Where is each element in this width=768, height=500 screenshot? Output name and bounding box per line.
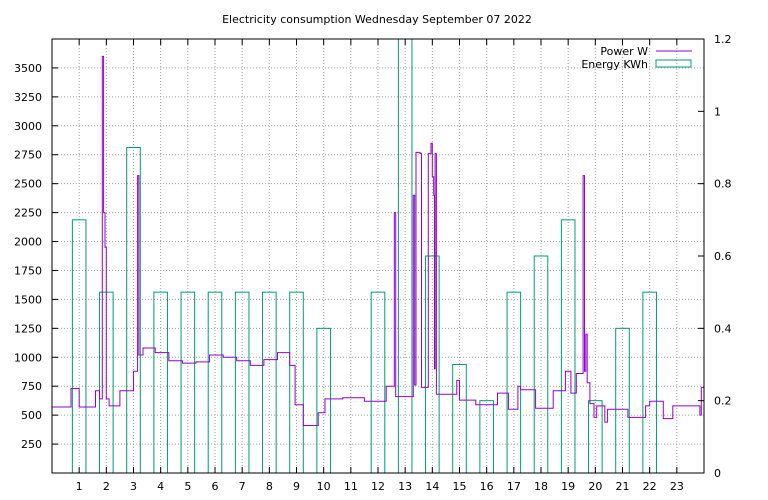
energy-bar: [316, 327, 331, 474]
energy-bar: [615, 327, 630, 474]
y-left-tick-label: 3000: [14, 120, 42, 133]
x-tick-label: 10: [317, 480, 331, 493]
y-left-tick-label: 1250: [14, 322, 42, 335]
energy-bar: [370, 291, 386, 474]
legend-label-power: Power W: [600, 45, 648, 58]
y-left-tick-label: 1500: [14, 293, 42, 306]
x-tick-label: 16: [480, 480, 494, 493]
x-tick-label: 12: [371, 480, 385, 493]
energy-bar: [180, 291, 196, 474]
y-left-tick-label: 3250: [14, 91, 42, 104]
y-left-tick-label: 250: [21, 438, 42, 451]
x-tick-label: 13: [398, 480, 412, 493]
y-left-tick-label: 3500: [14, 62, 42, 75]
energy-bar: [289, 291, 304, 474]
x-tick-label: 21: [616, 480, 630, 493]
y-right-tick-label: 1.2: [714, 33, 732, 46]
x-tick-label: 6: [212, 480, 219, 493]
y-left-tick-label: 1750: [14, 264, 42, 277]
energy-bar: [234, 291, 250, 474]
y-left-tick-label: 750: [21, 380, 42, 393]
energy-bars: [71, 38, 657, 474]
y-right-tick-label: 0: [714, 467, 721, 480]
energy-bar: [126, 147, 141, 474]
y-right-tick-label: 0.2: [714, 395, 732, 408]
x-tick-label: 22: [643, 480, 657, 493]
y-right-tick-label: 0.6: [714, 250, 732, 263]
y-right-tick-label: 0.4: [714, 322, 732, 335]
y-left-tick-label: 500: [21, 409, 42, 422]
energy-bar: [153, 291, 168, 474]
energy-bar: [506, 291, 522, 474]
x-tick-label: 2: [103, 480, 110, 493]
x-tick-label: 14: [425, 480, 439, 493]
x-tick-label: 18: [534, 480, 548, 493]
y-right-tick-label: 0.8: [714, 178, 732, 191]
chart-title: Electricity consumption Wednesday Septem…: [222, 13, 532, 26]
x-tick-label: 19: [561, 480, 575, 493]
axis-ticks: 1 2 3 4 5 6 7 8 9 10 11 12 13 14 15 16 17 18 19 20 21 22 23250…: [14, 33, 732, 493]
grid-layer: [52, 39, 704, 473]
legend-swatch-energy: [655, 59, 692, 68]
power-line: [52, 55, 704, 426]
y-left-tick-label: 2750: [14, 149, 42, 162]
legend-label-energy: Energy KWh: [581, 58, 648, 71]
x-tick-label: 7: [239, 480, 246, 493]
y-left-tick-label: 2250: [14, 207, 42, 220]
y-left-tick-label: 2000: [14, 236, 42, 249]
x-tick-label: 9: [293, 480, 300, 493]
power-line-layer: [52, 55, 704, 426]
legend: Power W Energy KWh: [581, 45, 692, 71]
x-tick-label: 15: [453, 480, 467, 493]
energy-bar: [207, 291, 223, 474]
x-tick-label: 8: [266, 480, 273, 493]
x-tick-label: 4: [157, 480, 164, 493]
x-tick-label: 17: [507, 480, 521, 493]
x-tick-label: 1: [76, 480, 83, 493]
x-tick-label: 20: [588, 480, 602, 493]
energy-bar: [262, 291, 277, 474]
x-tick-label: 23: [670, 480, 684, 493]
y-left-tick-label: 1000: [14, 351, 42, 364]
y-left-tick-label: 2500: [14, 178, 42, 191]
x-tick-label: 5: [184, 480, 191, 493]
energy-bar: [642, 291, 657, 474]
x-tick-label: 11: [344, 480, 358, 493]
y-right-tick-label: 1: [714, 105, 721, 118]
x-tick-label: 3: [130, 480, 137, 493]
